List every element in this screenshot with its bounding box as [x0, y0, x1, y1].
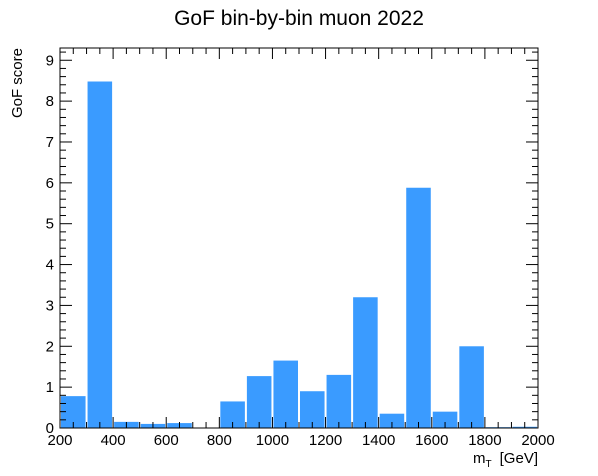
bar	[247, 376, 272, 428]
y-tick-label: 0	[46, 420, 54, 437]
x-axis-label-unit: [GeV]	[500, 450, 538, 467]
bar	[327, 375, 352, 428]
x-axis-label-sub: T	[486, 459, 492, 470]
x-tick-label: 1200	[309, 432, 342, 449]
x-tick-label: 1400	[362, 432, 395, 449]
x-axis-label: mT [GeV]	[473, 450, 538, 470]
y-tick-label: 5	[46, 216, 54, 233]
bar	[406, 188, 431, 428]
x-tick-label: 1600	[415, 432, 448, 449]
x-tick-label: 600	[154, 432, 179, 449]
bar	[88, 82, 113, 428]
y-tick-label: 3	[46, 297, 54, 314]
x-tick-label: 400	[101, 432, 126, 449]
x-tick-label: 800	[207, 432, 232, 449]
bar	[273, 361, 298, 428]
x-axis-label-main: m	[473, 450, 486, 467]
y-axis-label: GoF score	[9, 48, 26, 118]
y-tick-label: 2	[46, 338, 54, 355]
bars-group	[61, 82, 537, 428]
y-tick-label: 8	[46, 93, 54, 110]
x-tick-label: 1000	[256, 432, 289, 449]
y-tick-label: 4	[46, 257, 54, 274]
chart-title: GoF bin-by-bin muon 2022	[174, 7, 424, 30]
y-tick-label: 6	[46, 175, 54, 192]
y-tick-label: 9	[46, 52, 54, 69]
bar	[353, 297, 378, 428]
y-tick-label: 7	[46, 134, 54, 151]
y-tick-label: 1	[46, 379, 54, 396]
x-tick-label: 1800	[468, 432, 501, 449]
x-tick-label: 2000	[521, 432, 554, 449]
bar	[459, 346, 484, 428]
